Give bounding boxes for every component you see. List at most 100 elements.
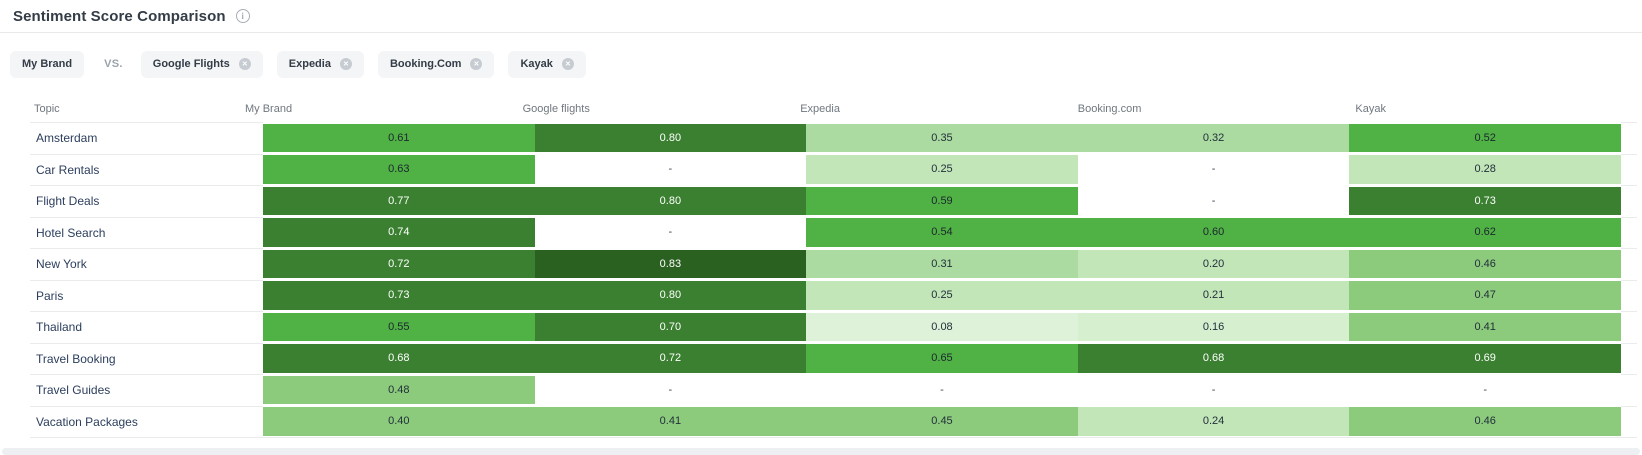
heatmap-cell[interactable]: 0.16 [1077, 312, 1350, 341]
heatmap-cell[interactable]: 0.41 [1349, 312, 1621, 341]
heatmap-cell[interactable]: 0.41 [534, 407, 807, 436]
brand-column-header: Booking.com [1077, 103, 1142, 115]
brand-column-header: Expedia [800, 103, 840, 115]
heatmap-cell[interactable]: 0.80 [534, 281, 807, 310]
heatmap-cell[interactable]: - [1077, 186, 1350, 215]
brand-column-header: Google flights [522, 103, 590, 115]
heatmap-cell[interactable]: - [1077, 375, 1350, 404]
heatmap-cell[interactable]: 0.20 [1077, 249, 1350, 278]
heatmap-cell[interactable]: - [1077, 155, 1350, 184]
chip-label: Kayak [520, 58, 553, 70]
topic-label: Flight Deals [30, 185, 263, 217]
row-spacer [1620, 122, 1637, 154]
table-row: Travel Booking 0.68 0.72 0.65 0.68 0.69 [0, 342, 1642, 375]
heatmap-cell[interactable]: 0.80 [534, 123, 807, 152]
topic-label: Amsterdam [30, 122, 263, 154]
row-spacer [1620, 374, 1637, 406]
heatmap-cell[interactable]: 0.21 [1077, 281, 1350, 310]
heatmap-cell[interactable]: 0.68 [1077, 344, 1350, 373]
heatmap-cell[interactable]: 0.31 [806, 249, 1078, 278]
chip-label: Booking.Com [389, 58, 462, 70]
topic-label: Paris [30, 279, 263, 312]
table-body: Amsterdam 0.61 0.80 0.35 0.32 0.52 Car Rentals… [0, 122, 1642, 437]
info-icon[interactable]: i [235, 9, 250, 23]
heatmap-cell[interactable]: 0.48 [263, 375, 535, 404]
row-spacer [1620, 185, 1637, 217]
heatmap-cell[interactable]: 0.83 [534, 249, 807, 278]
chip-competitor[interactable]: Expedia ✕ [276, 50, 364, 78]
table-row: Vacation Packages 0.40 0.41 0.45 0.24 0.46 [0, 405, 1642, 438]
heatmap-cell[interactable]: 0.35 [806, 123, 1078, 152]
table-bottom-divider [30, 437, 1637, 438]
row-spacer [1620, 279, 1637, 312]
row-spacer [1620, 405, 1637, 438]
heatmap-cell[interactable]: 0.54 [806, 218, 1078, 247]
brand-filter-row: My Brand VS. Google Flights ✕ Expedia ✕ Book… [0, 33, 1642, 96]
heatmap-cell[interactable]: 0.08 [806, 312, 1078, 341]
heatmap-cell[interactable]: 0.46 [1349, 407, 1621, 436]
topic-label: New York [30, 248, 263, 280]
table-row: New York 0.72 0.83 0.31 0.20 0.46 [0, 248, 1642, 280]
chip-remove-icon[interactable]: ✕ [238, 58, 251, 70]
heatmap-cell[interactable]: - [534, 375, 807, 404]
heatmap-cell[interactable]: - [534, 218, 807, 247]
chip-competitor[interactable]: Booking.Com ✕ [377, 50, 495, 78]
heatmap-cell[interactable]: 0.72 [263, 249, 535, 278]
chip-competitor[interactable]: Google Flights ✕ [140, 50, 263, 78]
topic-label: Thailand [30, 311, 263, 343]
chip-remove-icon[interactable]: ✕ [561, 58, 574, 70]
heatmap-cell[interactable]: 0.46 [1349, 249, 1621, 278]
topic-label: Travel Booking [30, 342, 263, 375]
heatmap-cell[interactable]: 0.65 [806, 344, 1078, 373]
topic-label: Hotel Search [30, 216, 263, 249]
heatmap-cell[interactable]: 0.32 [1077, 123, 1350, 152]
heatmap-cell[interactable]: 0.73 [263, 281, 535, 310]
heatmap-cell[interactable]: 0.80 [534, 186, 807, 215]
row-spacer [1620, 153, 1637, 186]
chip-label: Expedia [288, 58, 331, 70]
heatmap-cell[interactable]: - [806, 375, 1078, 404]
chip-my-brand[interactable]: My Brand [10, 50, 85, 78]
heatmap-cell[interactable]: 0.28 [1349, 155, 1621, 184]
row-spacer [1620, 248, 1637, 280]
heatmap-cell[interactable]: 0.24 [1077, 407, 1350, 436]
chip-my-brand-label: My Brand [22, 58, 73, 70]
heatmap-cell[interactable]: 0.25 [806, 155, 1078, 184]
chip-competitor[interactable]: Kayak ✕ [508, 50, 586, 78]
table-row: Car Rentals 0.63-0.25-0.28 [0, 153, 1642, 186]
topic-column-header: Topic [34, 103, 60, 115]
heatmap-cell[interactable]: 0.52 [1349, 123, 1621, 152]
heatmap-cell[interactable]: 0.74 [263, 218, 535, 247]
heatmap-cell[interactable]: 0.45 [806, 407, 1078, 436]
heatmap-cell[interactable]: 0.55 [263, 312, 535, 341]
topic-label: Car Rentals [30, 153, 263, 186]
chip-remove-icon[interactable]: ✕ [470, 58, 483, 70]
heatmap-cell[interactable]: 0.40 [263, 407, 535, 436]
page-title: Sentiment Score Comparison [13, 7, 226, 25]
vs-label: VS. [104, 58, 123, 70]
row-spacer [1620, 216, 1637, 249]
heatmap-cell[interactable]: 0.77 [263, 186, 535, 215]
heatmap-cell[interactable]: 0.73 [1349, 186, 1621, 215]
heatmap-cell[interactable]: 0.59 [806, 186, 1078, 215]
heatmap-cell[interactable]: 0.60 [1077, 218, 1350, 247]
heatmap-cell[interactable]: 0.69 [1349, 344, 1621, 373]
heatmap-cell[interactable]: 0.68 [263, 344, 535, 373]
heatmap-cell[interactable]: 0.47 [1349, 281, 1621, 310]
heatmap-cell[interactable]: - [1349, 375, 1621, 404]
heatmap-cell[interactable]: 0.25 [806, 281, 1078, 310]
heatmap-cell[interactable]: 0.62 [1349, 218, 1621, 247]
chip-label: Google Flights [152, 58, 230, 70]
competitor-chips: Google Flights ✕ Expedia ✕ Booking.Com ✕ Kayak… [140, 50, 600, 78]
row-spacer [1620, 311, 1637, 343]
heatmap-cell[interactable]: - [534, 155, 807, 184]
horizontal-scrollbar-track[interactable] [2, 448, 1640, 455]
heatmap-cell[interactable]: 0.70 [534, 312, 807, 341]
heatmap-cell[interactable]: 0.61 [263, 123, 535, 152]
title-bar: Sentiment Score Comparison i [0, 0, 1642, 33]
brand-column-header: My Brand [245, 103, 293, 115]
heatmap-cell[interactable]: 0.72 [534, 344, 807, 373]
chip-remove-icon[interactable]: ✕ [339, 58, 352, 70]
heatmap-cell[interactable]: 0.63 [263, 155, 535, 184]
